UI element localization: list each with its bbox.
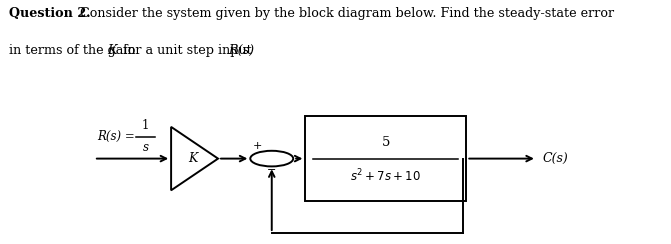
Text: K: K (188, 152, 197, 165)
Text: for a unit step input: for a unit step input (115, 44, 256, 57)
Text: K: K (107, 44, 117, 57)
Text: in terms of the gain: in terms of the gain (9, 44, 140, 57)
Text: Consider the system given by the block diagram below. Find the steady-state erro: Consider the system given by the block d… (72, 7, 614, 20)
Text: R(s) =: R(s) = (97, 130, 135, 143)
Text: $s^2 + 7s + 10$: $s^2 + 7s + 10$ (350, 167, 421, 184)
Text: s: s (143, 141, 148, 154)
Text: C(s): C(s) (542, 152, 568, 165)
Bar (305, 116, 466, 201)
Text: R(s): R(s) (228, 44, 254, 57)
Text: 1: 1 (142, 119, 149, 132)
Text: 5: 5 (382, 136, 390, 149)
Text: −: − (266, 165, 276, 175)
Text: +: + (252, 141, 262, 151)
Text: Question 2.: Question 2. (9, 7, 91, 20)
